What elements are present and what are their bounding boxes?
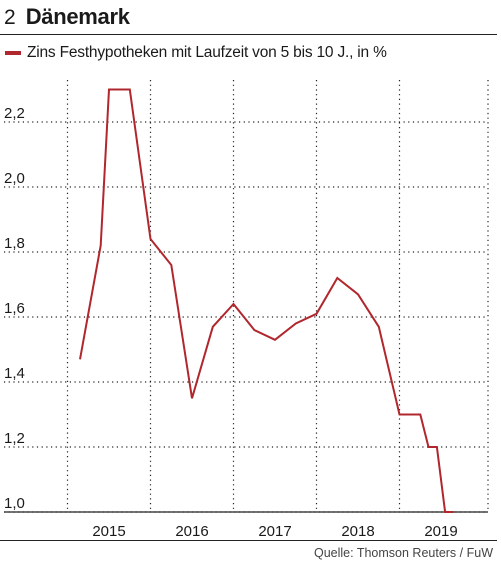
legend-label: Zins Festhypotheken mit Laufzeit von 5 b… (27, 44, 387, 61)
source-note: Quelle: Thomson Reuters / FuW (313, 546, 493, 560)
top-divider (0, 34, 497, 35)
x-tick-label: 2016 (175, 523, 208, 540)
legend-swatch (5, 51, 21, 55)
y-tick-label: 1,0 (4, 495, 25, 512)
bottom-divider (0, 540, 497, 541)
legend: Zins Festhypotheken mit Laufzeit von 5 b… (5, 44, 387, 62)
x-tick-label: 2018 (341, 523, 374, 540)
y-tick-label: 1,2 (4, 430, 25, 447)
x-tick-label: 2019 (424, 523, 457, 540)
x-tick-label: 2017 (258, 523, 291, 540)
y-tick-label: 2,0 (4, 170, 25, 187)
y-tick-label: 1,8 (4, 235, 25, 252)
figure-number: 2 (4, 6, 16, 29)
y-tick-label: 1,6 (4, 300, 25, 317)
chart-title: Dänemark (25, 4, 130, 29)
x-tick-label: 2015 (92, 523, 125, 540)
chart-header: 2 Dänemark (4, 4, 130, 34)
y-tick-label: 1,4 (4, 365, 25, 382)
series-line (79, 88, 454, 513)
y-tick-label: 2,2 (4, 105, 25, 122)
